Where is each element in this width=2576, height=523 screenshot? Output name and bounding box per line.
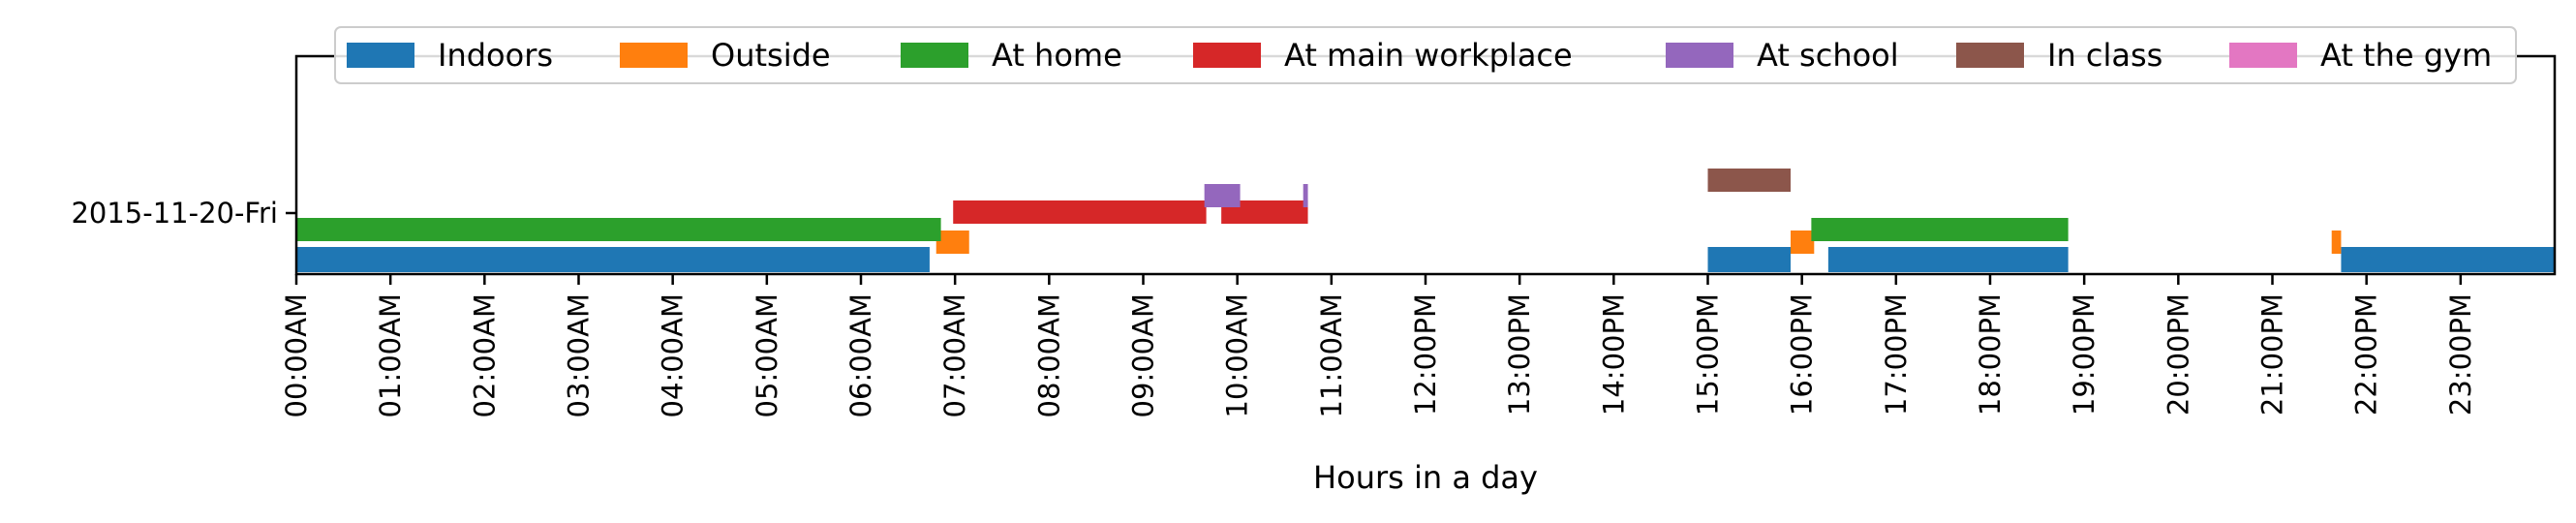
x-axis-label: Hours in a day <box>1313 459 1538 496</box>
legend-label-outside: Outside <box>711 37 831 74</box>
legend-swatch-at-home <box>901 43 968 68</box>
legend-label-indoors: Indoors <box>438 37 553 74</box>
legend-label-at-home: At home <box>992 37 1122 74</box>
y-axis: 2015-11-20-Fri <box>71 197 296 230</box>
x-tick-label: 08:00AM <box>1032 293 1065 417</box>
legend-label-at-school: At school <box>1757 37 1899 74</box>
x-tick-label: 05:00AM <box>751 293 783 417</box>
axes-frame <box>294 54 2557 276</box>
x-tick-label: 19:00PM <box>2068 293 2101 415</box>
x-tick-label: 20:00PM <box>2162 293 2194 415</box>
x-tick-label: 03:00AM <box>563 293 596 417</box>
x-tick-label: 23:00PM <box>2444 293 2477 415</box>
y-tick-label: 2015-11-20-Fri <box>71 197 278 230</box>
plot-area <box>296 169 2555 272</box>
x-tick-label: 14:00PM <box>1597 293 1630 415</box>
bar-at-main-workplace <box>953 200 1207 224</box>
bar-outside <box>2331 231 2342 254</box>
x-tick-label: 18:00PM <box>1974 293 2007 415</box>
x-tick-label: 13:00PM <box>1503 293 1536 415</box>
x-tick-label: 22:00PM <box>2350 293 2383 415</box>
x-tick-label: 12:00PM <box>1409 293 1442 415</box>
bar-at-home <box>296 218 941 241</box>
bar-indoors <box>1707 247 1792 272</box>
x-tick-label: 06:00AM <box>844 293 877 417</box>
bar-in-class <box>1707 169 1792 192</box>
legend-swatch-outside <box>620 43 688 68</box>
bar-indoors <box>296 247 930 272</box>
legend-swatch-at-the-gym <box>2229 43 2297 68</box>
bar-at-school <box>1204 184 1241 207</box>
bar-at-home <box>1811 218 2069 241</box>
legend-swatch-at-main-workplace <box>1193 43 1261 68</box>
bar-indoors <box>2341 247 2555 272</box>
bar-at-school <box>1303 184 1308 207</box>
x-axis: 00:00AM 01:00AM 02:00AM 03:00AM 04:00AM 05:00… <box>280 274 2477 417</box>
x-tick-label: 16:00PM <box>1786 293 1819 415</box>
x-tick-label: 04:00AM <box>657 293 690 417</box>
legend-swatch-at-school <box>1666 43 1733 68</box>
x-tick-label: 01:00AM <box>374 293 407 417</box>
legend-swatch-indoors <box>347 43 414 68</box>
bar-outside <box>1791 231 1815 254</box>
legend-swatch-in-class <box>1956 43 2024 68</box>
x-tick-label: 21:00PM <box>2256 293 2289 415</box>
legend-label-at-main-workplace: At main workplace <box>1284 37 1573 74</box>
x-tick-label: 00:00AM <box>280 293 313 417</box>
bar-indoors <box>1827 247 2069 272</box>
x-tick-label: 09:00AM <box>1127 293 1160 417</box>
x-tick-label: 17:00PM <box>1880 293 1913 415</box>
legend-label-at-the-gym: At the gym <box>2320 37 2492 74</box>
legend-frame <box>334 26 2517 84</box>
legend-label-in-class: In class <box>2047 37 2162 74</box>
x-tick-label: 02:00AM <box>468 293 501 417</box>
bar-outside <box>935 231 969 254</box>
x-tick-label: 10:00AM <box>1221 293 1254 417</box>
x-tick-label: 15:00PM <box>1692 293 1725 415</box>
legend: Indoors Outside At home At main workplace At… <box>334 26 2517 84</box>
x-tick-label: 07:00AM <box>938 293 971 417</box>
x-tick-label: 11:00AM <box>1315 293 1348 417</box>
